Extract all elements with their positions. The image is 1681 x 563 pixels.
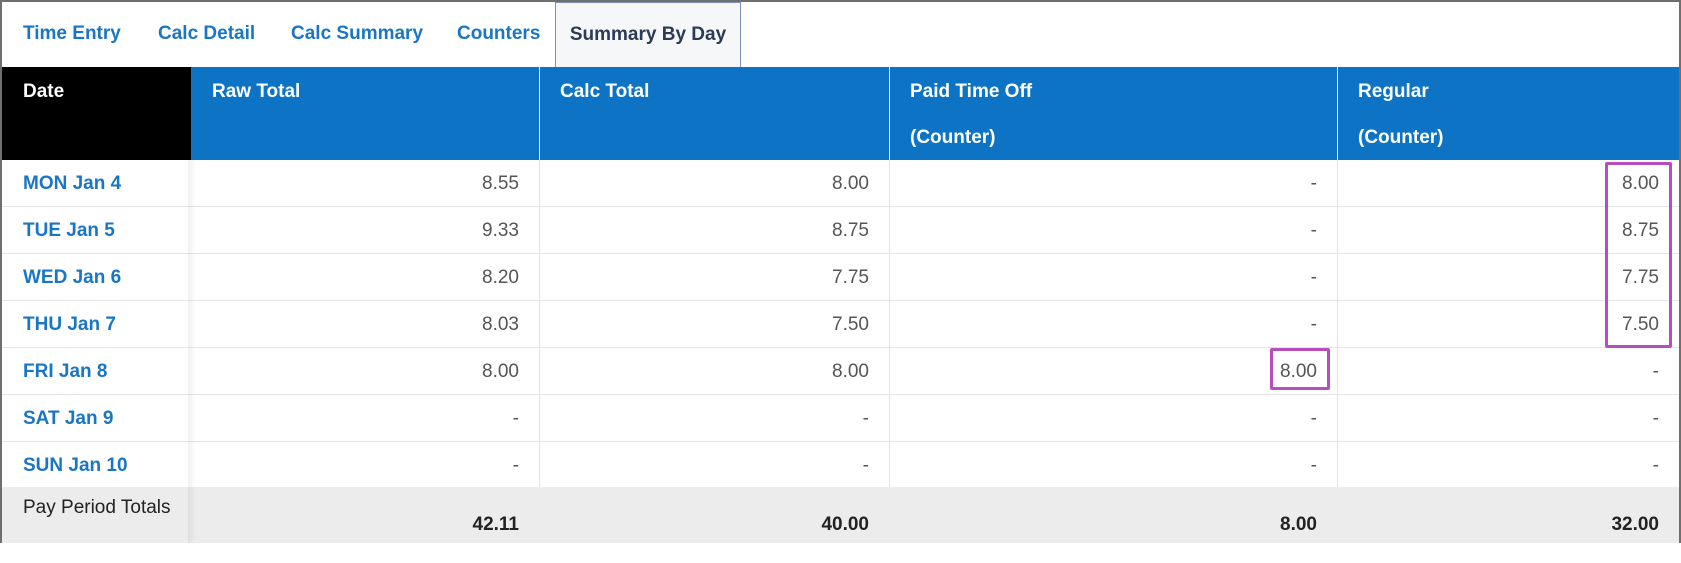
raw-total-cell: - (512, 455, 519, 476)
column-header-regular-sublabel: (Counter) (1358, 127, 1444, 148)
calc-total-cell: 8.75 (832, 220, 869, 241)
calc-total-cell: 8.00 (832, 173, 869, 194)
totals-row: Pay Period Totals 42.11 40.00 8.00 32.00 (2, 487, 1679, 543)
summary-window: Time Entry Calc Detail Calc Summary Coun… (0, 0, 1681, 543)
total-regular: 32.00 (1611, 514, 1659, 535)
table-row: MON Jan 4 8.55 8.00 - 8.00 (2, 160, 1679, 207)
column-header-calc-total[interactable]: Calc Total (539, 67, 889, 160)
regular-cell: - (1652, 361, 1659, 382)
raw-total-cell: 8.00 (482, 361, 519, 382)
column-header-raw-total-label: Raw Total (212, 81, 301, 102)
regular-cell: - (1652, 455, 1659, 476)
paid-time-off-highlight (1270, 348, 1330, 390)
table-row: WED Jan 6 8.20 7.75 - 7.75 (2, 254, 1679, 301)
table-body: MON Jan 4 8.55 8.00 - 8.00 TUE Jan 5 9.3… (2, 160, 1679, 489)
paid-time-off-cell: 8.00 (1280, 361, 1317, 382)
date-link[interactable]: MON Jan 4 (23, 173, 122, 194)
column-header-calc-total-label: Calc Total (560, 81, 650, 102)
column-header-paid-time-off[interactable]: Paid Time Off (Counter) (889, 67, 1337, 160)
paid-time-off-cell: - (1310, 408, 1317, 429)
paid-time-off-cell: - (1310, 173, 1317, 194)
header-divider (1337, 67, 1338, 160)
raw-total-cell: 8.20 (482, 267, 519, 288)
date-link[interactable]: FRI Jan 8 (23, 361, 108, 382)
table-row: SUN Jan 10 - - - - (2, 442, 1679, 489)
paid-time-off-cell: - (1310, 220, 1317, 241)
calc-total-cell: - (862, 408, 869, 429)
column-header-date[interactable]: Date (2, 67, 191, 160)
regular-cell: - (1652, 408, 1659, 429)
paid-time-off-cell: - (1310, 267, 1317, 288)
table-row: THU Jan 7 8.03 7.50 - 7.50 (2, 301, 1679, 348)
column-divider (539, 160, 540, 487)
frozen-column-shadow (188, 487, 196, 543)
calc-total-cell: - (862, 455, 869, 476)
header-divider (889, 67, 890, 160)
paid-time-off-cell: - (1310, 314, 1317, 335)
calc-total-cell: 7.75 (832, 267, 869, 288)
regular-values-highlight (1605, 162, 1672, 348)
header-divider (539, 67, 540, 160)
date-link[interactable]: TUE Jan 5 (23, 220, 115, 241)
calc-total-cell: 8.00 (832, 361, 869, 382)
date-link[interactable]: SUN Jan 10 (23, 455, 128, 476)
raw-total-cell: 8.55 (482, 173, 519, 194)
column-header-date-label: Date (23, 81, 65, 102)
paid-time-off-cell: - (1310, 455, 1317, 476)
tab-calc-summary[interactable]: Calc Summary (291, 23, 424, 44)
column-divider (889, 160, 890, 487)
column-header-regular[interactable]: Regular (Counter) (1337, 67, 1679, 160)
total-calc-total: 40.00 (821, 514, 869, 535)
column-header-paid-time-off-label: Paid Time Off (910, 81, 1033, 102)
regular-cell: 8.75 (1622, 220, 1659, 241)
tab-counters[interactable]: Counters (457, 23, 541, 44)
raw-total-cell: - (512, 408, 519, 429)
tab-time-entry[interactable]: Time Entry (23, 23, 121, 44)
column-header-regular-label: Regular (1358, 81, 1429, 102)
date-link[interactable]: THU Jan 7 (23, 314, 116, 335)
date-link[interactable]: WED Jan 6 (23, 267, 122, 288)
totals-label: Pay Period Totals (23, 497, 171, 518)
total-paid-time-off: 8.00 (1280, 514, 1317, 535)
calc-total-cell: 7.50 (832, 314, 869, 335)
tab-bar: Time Entry Calc Detail Calc Summary Coun… (2, 2, 1679, 67)
table-row: SAT Jan 9 - - - - (2, 395, 1679, 442)
raw-total-cell: 9.33 (482, 220, 519, 241)
table-header: Date Raw Total Calc Total Paid Time Off … (2, 67, 1679, 160)
date-link[interactable]: SAT Jan 9 (23, 408, 114, 429)
tab-summary-by-day[interactable]: Summary By Day (555, 2, 741, 67)
column-header-paid-time-off-sublabel: (Counter) (910, 127, 996, 148)
regular-cell: 8.00 (1622, 173, 1659, 194)
tab-calc-detail[interactable]: Calc Detail (158, 23, 256, 44)
total-raw-total: 42.11 (472, 514, 520, 535)
regular-cell: 7.50 (1622, 314, 1659, 335)
column-header-raw-total[interactable]: Raw Total (191, 67, 539, 160)
table-row: FRI Jan 8 8.00 8.00 8.00 - (2, 348, 1679, 395)
column-divider (1337, 160, 1338, 487)
regular-cell: 7.75 (1622, 267, 1659, 288)
raw-total-cell: 8.03 (482, 314, 519, 335)
frozen-column-shadow (188, 160, 196, 487)
table-row: TUE Jan 5 9.33 8.75 - 8.75 (2, 207, 1679, 254)
